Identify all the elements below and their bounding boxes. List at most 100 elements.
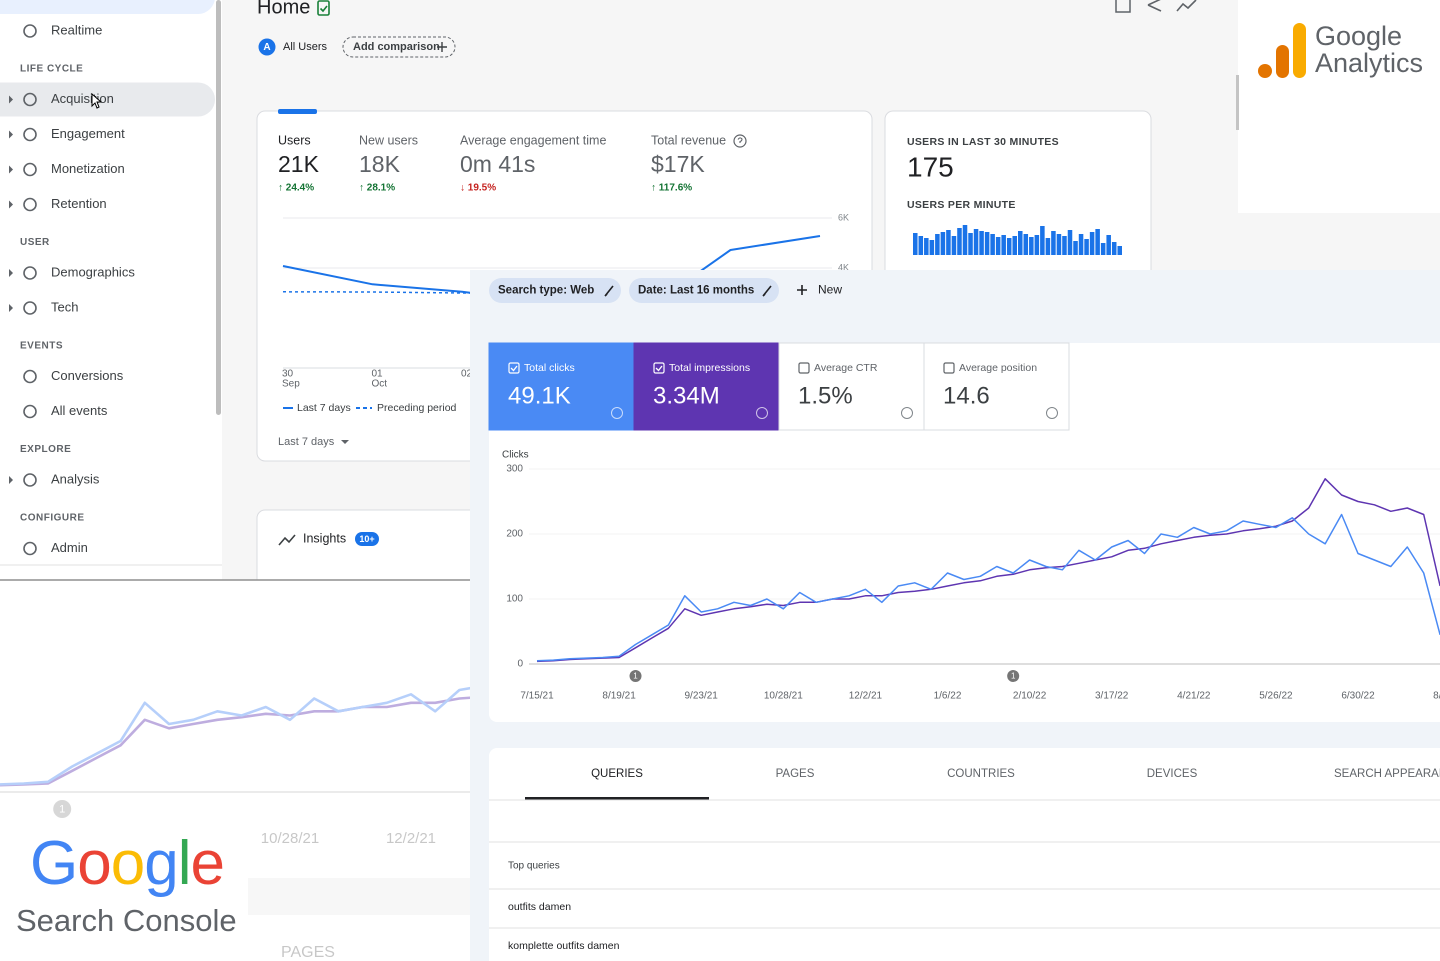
nav-icon <box>23 266 37 280</box>
bar <box>1006 238 1012 255</box>
filter-chip[interactable] <box>629 278 779 303</box>
y-tick-label: 200 <box>506 529 523 540</box>
bar <box>1106 235 1111 255</box>
zoom-annotation-label: 1 <box>59 803 65 815</box>
metric-value: 1.5% <box>798 382 853 409</box>
nav-icon <box>23 404 37 419</box>
metric-change: ↑ 28.1% <box>359 183 395 194</box>
nav-item[interactable]: Demographics <box>51 264 135 279</box>
zoom-chart: 10/28/21 12/2/21 1 PAGES <box>0 686 470 961</box>
metric-change: ↓ 19.5% <box>460 183 496 194</box>
bar <box>929 240 935 255</box>
nav-item[interactable]: Monetization <box>51 161 125 176</box>
bar <box>1012 236 1017 255</box>
nav-icon <box>23 301 37 315</box>
comparison-label[interactable]: Add comparison <box>353 41 440 53</box>
nav-item[interactable]: Analysis <box>51 471 100 486</box>
bar <box>984 232 990 255</box>
bar <box>1062 236 1067 255</box>
metric-help <box>901 407 913 419</box>
bar <box>995 237 1001 255</box>
filter-chip-label[interactable]: Search type: Web <box>498 285 594 297</box>
nav-item[interactable]: Acquisition <box>51 91 114 106</box>
nav-item[interactable]: Retention <box>51 196 107 211</box>
toolbar-icon[interactable] <box>1147 0 1162 12</box>
tab[interactable]: COUNTRIES <box>947 768 1015 780</box>
nav-item[interactable]: Realtime <box>51 22 102 37</box>
y-tick-label: 0 <box>517 659 523 670</box>
nav-caret <box>9 95 13 104</box>
y-tick-label: 4K <box>838 262 849 272</box>
x-tick-label: 5/26/22 <box>1259 691 1293 702</box>
x-tick-label: 01 <box>372 369 384 380</box>
table-row[interactable]: outfits damen <box>508 901 571 913</box>
nav-icon <box>23 197 37 212</box>
x-tick-label: Sep <box>282 379 300 390</box>
verified-icon <box>317 0 330 16</box>
nav-icon <box>23 92 37 107</box>
nav-item[interactable]: All events <box>51 403 108 418</box>
toolbar-icon[interactable] <box>1115 0 1131 13</box>
tab[interactable]: SEARCH APPEARAN <box>1334 768 1440 780</box>
metric-help <box>1046 407 1058 419</box>
bar <box>973 229 979 255</box>
nav-item[interactable]: Engagement <box>51 126 125 141</box>
filter-chip[interactable] <box>489 278 621 303</box>
metric-card[interactable] <box>633 342 780 431</box>
table-row[interactable]: komplette outfits damen <box>508 940 620 952</box>
annotation-marker[interactable] <box>1007 670 1020 682</box>
zoom-strip <box>248 878 470 915</box>
metric-label: Total impressions <box>669 362 750 374</box>
insights-title[interactable]: Insights <box>303 531 346 545</box>
nav-item[interactable]: Conversions <box>51 368 124 383</box>
metric-help <box>756 407 768 419</box>
y-tick-label: 6K <box>838 212 849 222</box>
nav-item[interactable]: Admin <box>51 540 88 555</box>
bar <box>1078 234 1084 255</box>
filter-chip-label[interactable]: Date: Last 16 months <box>638 285 754 297</box>
bar <box>951 236 957 255</box>
metric-card[interactable] <box>778 342 925 431</box>
tab[interactable]: QUERIES <box>591 768 643 780</box>
tab[interactable]: DEVICES <box>1147 768 1198 780</box>
legend-label: Last 7 days <box>297 402 351 414</box>
x-tick-label: 30 <box>282 369 294 380</box>
comparison-chip[interactable] <box>342 36 456 58</box>
nav-caret <box>9 165 13 174</box>
segment-chip[interactable]: All Users <box>283 41 328 53</box>
help-icon <box>733 134 747 148</box>
series-line <box>0 686 470 786</box>
metric-card[interactable] <box>488 342 635 431</box>
metric-value: $17K <box>651 151 705 177</box>
metric-value: 14.6 <box>943 382 990 409</box>
bar <box>968 233 973 255</box>
tab[interactable]: PAGES <box>776 768 815 780</box>
new-filter[interactable]: New <box>818 283 842 297</box>
bar <box>924 238 929 255</box>
bar <box>1089 232 1095 255</box>
toolbar-icon[interactable] <box>1176 0 1197 12</box>
nav-caret <box>9 269 13 277</box>
dimensions-card <box>489 748 1440 961</box>
sidebar-scrollbar <box>216 0 221 415</box>
period-dropdown[interactable]: Last 7 days <box>278 436 335 448</box>
x-tick-label: 4/21/22 <box>1177 691 1211 702</box>
bar <box>913 233 918 255</box>
bar <box>1056 234 1062 255</box>
nav-item[interactable]: Tech <box>51 299 78 314</box>
y-tick-label: 100 <box>506 594 523 605</box>
metric-label: Average engagement time <box>460 133 606 147</box>
metric-check <box>510 365 518 372</box>
x-tick-label: 6/30/22 <box>1341 691 1375 702</box>
x-tick-label: 8/4 <box>1433 691 1440 702</box>
nav-active <box>0 82 215 117</box>
metric-card[interactable] <box>923 342 1070 431</box>
bar <box>946 230 951 255</box>
annotation-marker[interactable] <box>629 670 642 682</box>
bar <box>979 231 984 255</box>
bar <box>962 225 968 255</box>
y-tick-label: 300 <box>506 464 523 475</box>
nav-caret <box>9 130 13 139</box>
metric-checkbox <box>653 362 665 374</box>
